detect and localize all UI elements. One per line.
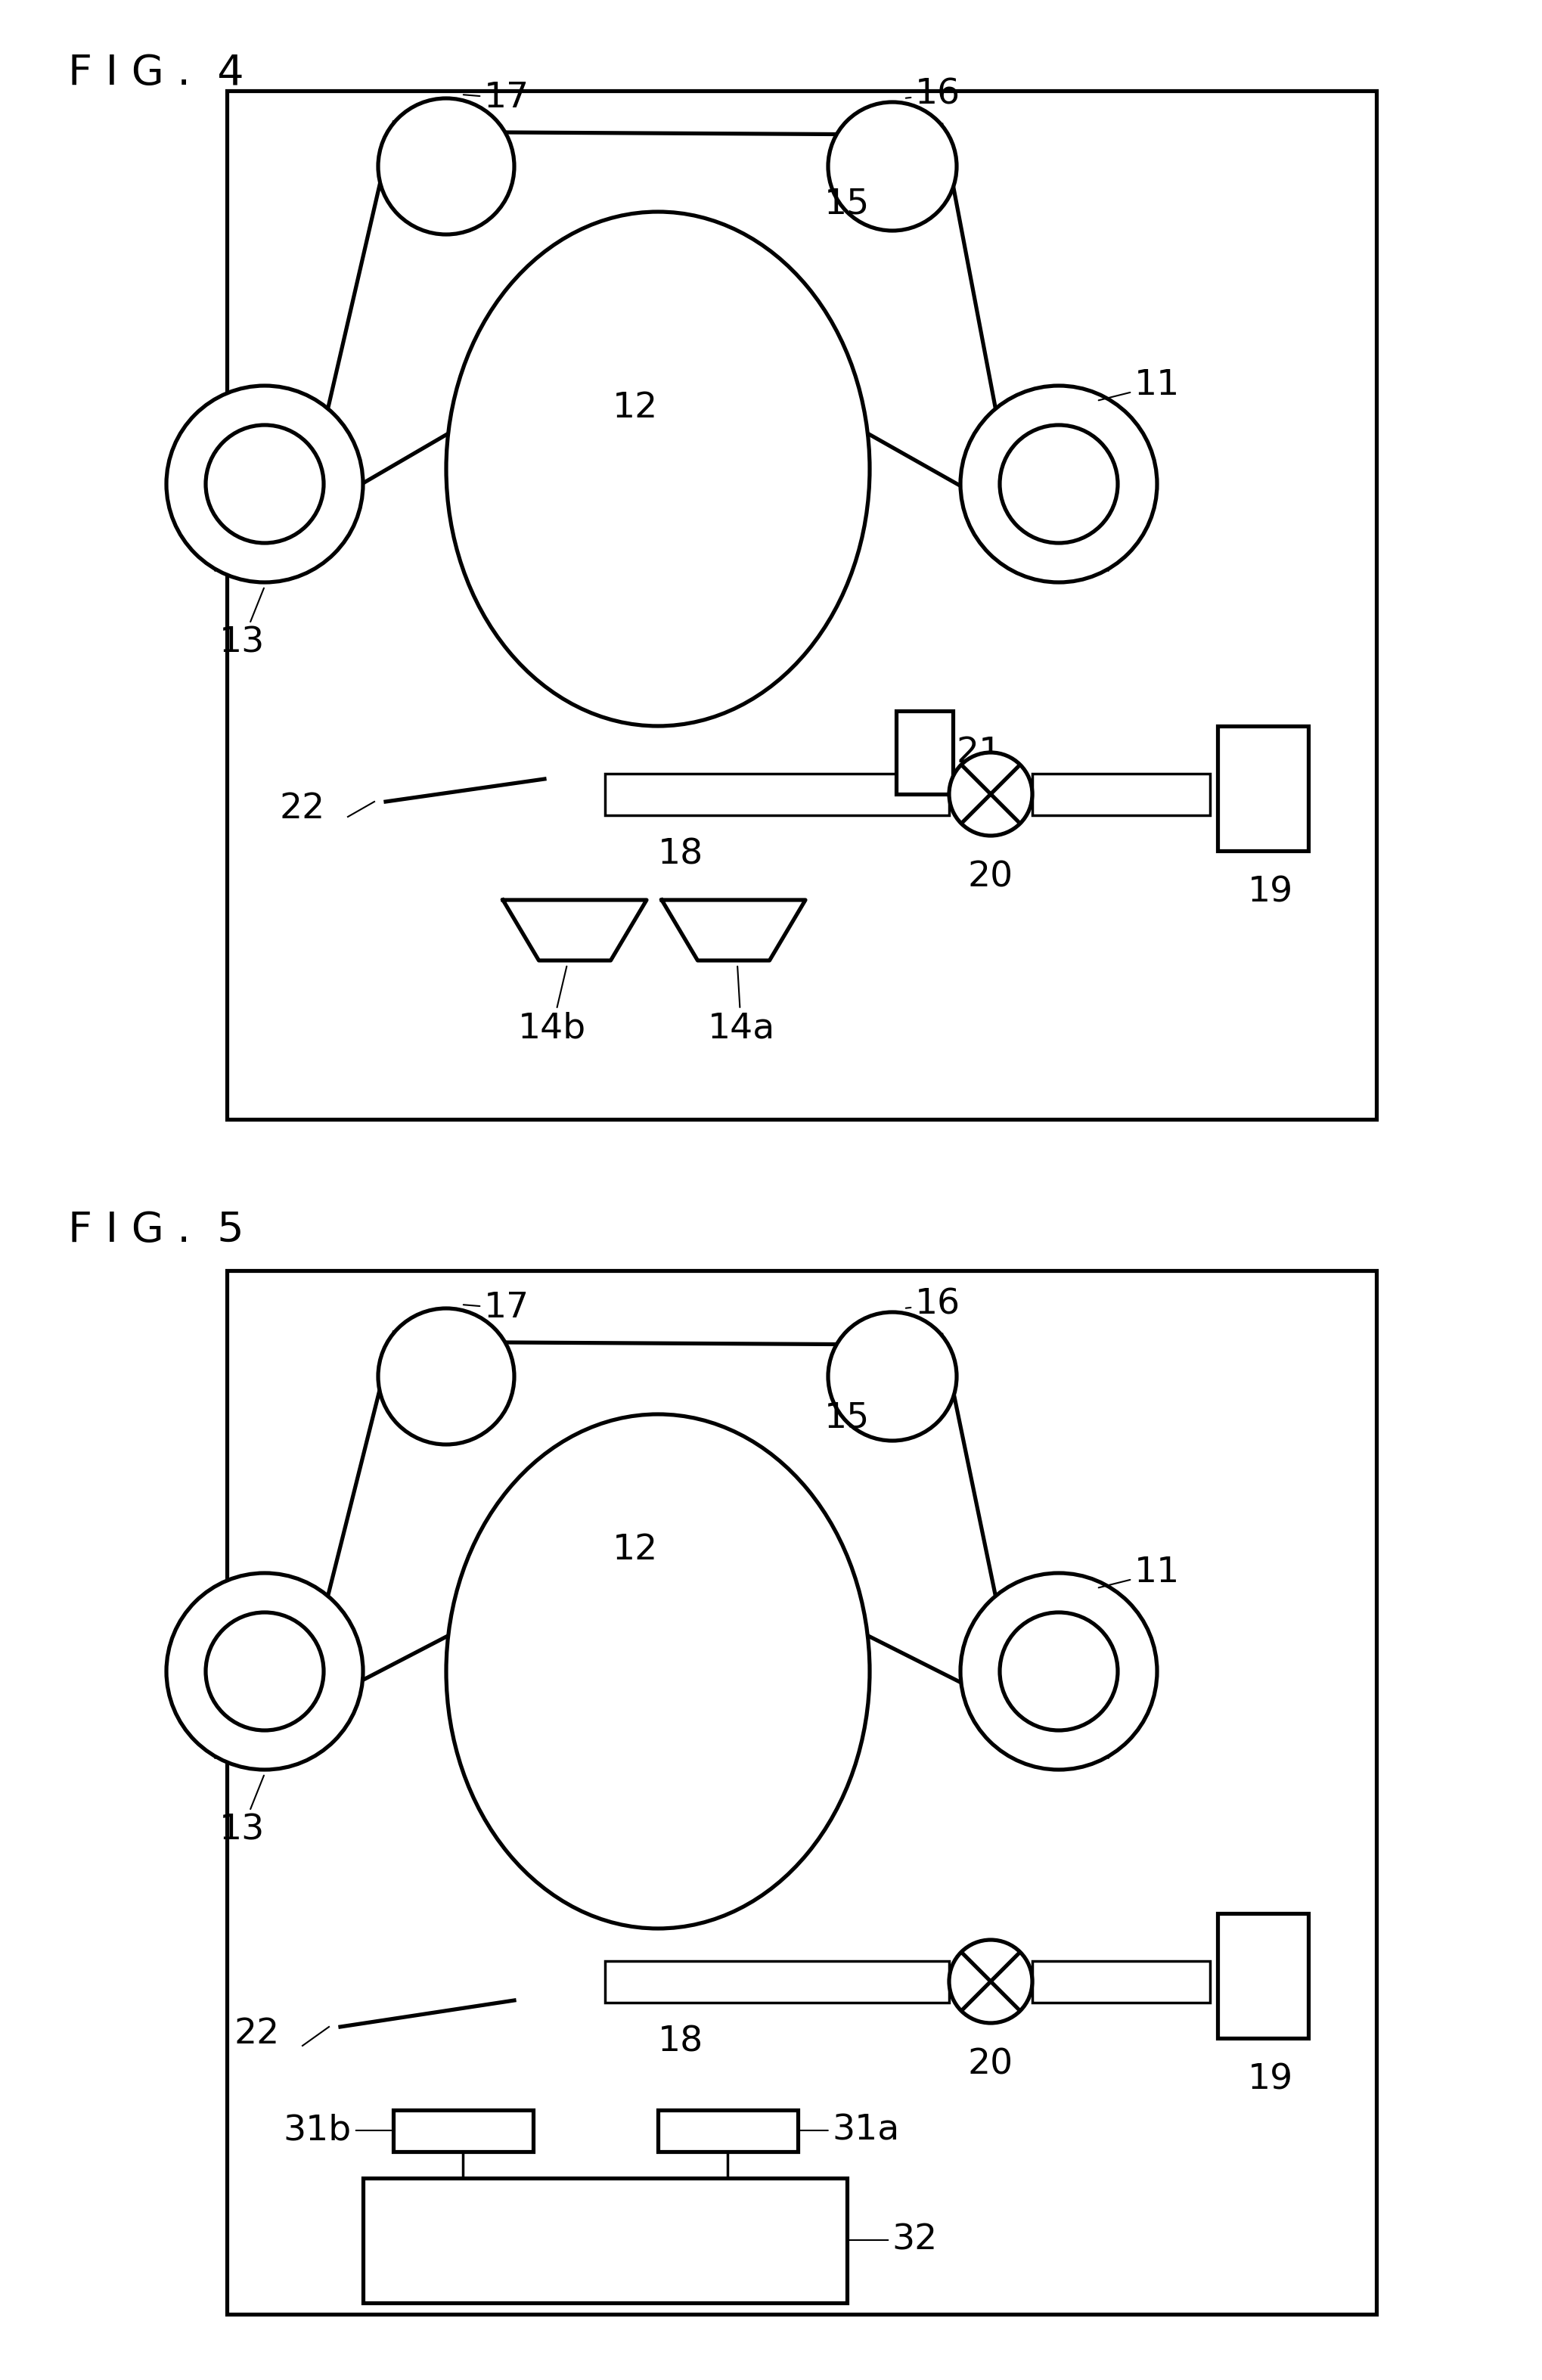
Bar [362, 2178, 847, 2304]
Text: 18: 18 [657, 838, 703, 871]
Bar [227, 90, 1375, 1119]
Bar [604, 1961, 948, 2002]
Ellipse shape [446, 212, 870, 726]
Bar [227, 1271, 1375, 2313]
Text: F I G .  5: F I G . 5 [68, 1209, 244, 1252]
Text: 19: 19 [1247, 2063, 1292, 2097]
Bar [1032, 1961, 1209, 2002]
Circle shape [948, 752, 1032, 835]
Circle shape [828, 102, 956, 231]
Bar [657, 2111, 797, 2152]
Bar [1217, 1914, 1308, 2037]
Text: 31b: 31b [284, 2113, 392, 2147]
Bar [604, 774, 948, 816]
Text: 11: 11 [1098, 1557, 1180, 1590]
Text: 18: 18 [657, 2025, 703, 2059]
Circle shape [167, 1573, 362, 1771]
Text: 13: 13 [219, 588, 265, 659]
Text: 20: 20 [967, 859, 1013, 895]
Text: 14b: 14b [518, 966, 586, 1045]
Bar [1217, 726, 1308, 850]
Circle shape [828, 1311, 956, 1440]
Text: 22: 22 [234, 2018, 279, 2052]
Bar [1032, 774, 1209, 816]
Ellipse shape [446, 1414, 870, 1928]
Circle shape [961, 1573, 1156, 1771]
Text: F I G .  4: F I G . 4 [68, 52, 244, 93]
Circle shape [167, 386, 362, 583]
Text: 20: 20 [967, 2047, 1013, 2082]
Text: 13: 13 [219, 1775, 265, 1847]
Text: 22: 22 [279, 793, 325, 826]
Bar [393, 2111, 534, 2152]
Text: 16: 16 [905, 79, 961, 112]
Circle shape [948, 1940, 1032, 2023]
Text: 12: 12 [612, 390, 658, 426]
Text: 17: 17 [463, 81, 529, 114]
Circle shape [961, 386, 1156, 583]
Bar [896, 712, 953, 795]
Text: 19: 19 [1247, 876, 1292, 909]
Text: 11: 11 [1098, 369, 1180, 402]
Text: 15: 15 [823, 1402, 870, 1435]
Text: 15: 15 [823, 188, 870, 221]
Text: 32: 32 [848, 2223, 938, 2256]
Text: 17: 17 [463, 1292, 529, 1326]
Text: 31a: 31a [800, 2113, 899, 2147]
Circle shape [378, 98, 513, 236]
Text: 16: 16 [905, 1288, 961, 1321]
Text: 12: 12 [612, 1533, 658, 1568]
Circle shape [378, 1309, 513, 1445]
Text: 14a: 14a [708, 966, 774, 1045]
Text: 21: 21 [956, 735, 1002, 769]
